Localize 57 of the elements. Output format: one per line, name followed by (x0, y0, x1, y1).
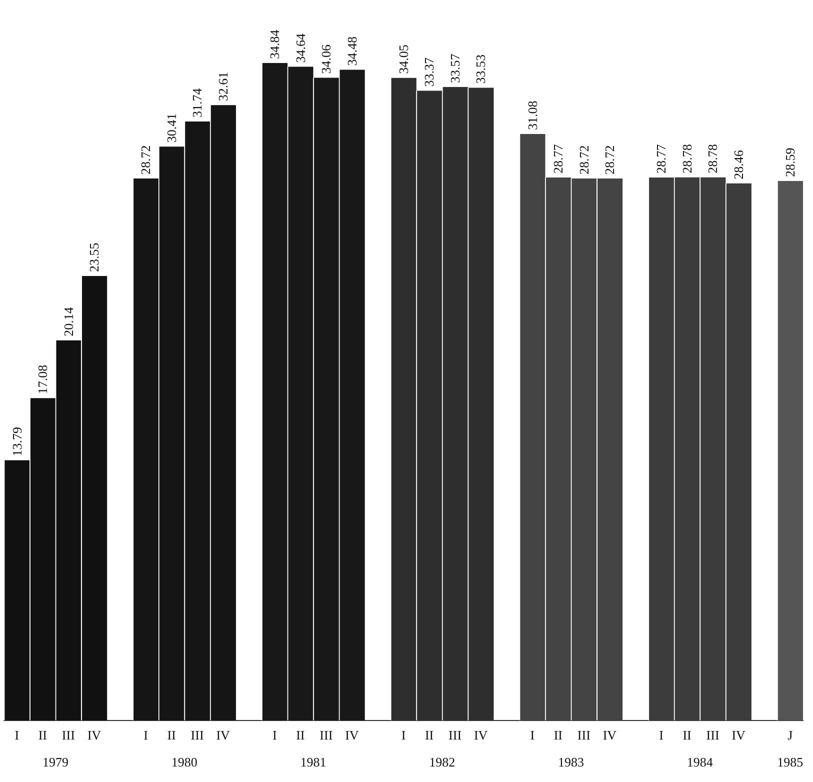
data-label: 34.05 (396, 44, 411, 74)
data-label: 28.78 (705, 144, 720, 174)
x-tick-label: I (272, 728, 277, 743)
text: 1984 (686, 754, 714, 770)
x-tick-label: I (401, 728, 406, 743)
data-label: 28.72 (138, 145, 154, 174)
data-label: 23.55 (86, 242, 102, 272)
x-tick-label: I (530, 728, 535, 743)
data-label: 32.61 (216, 72, 231, 102)
text: 1980 (171, 754, 198, 770)
data-label: 33.57 (447, 53, 462, 83)
x-tick-label: IV (345, 728, 360, 743)
data-label: 31.74 (190, 88, 205, 118)
x-tick-label: II (296, 728, 305, 743)
text: 1979 (42, 754, 69, 770)
x-tick-label: IV (87, 728, 102, 743)
x-tick-label: I (144, 728, 148, 743)
x-tick-label: III (190, 728, 204, 743)
x-tick-label: II (424, 728, 434, 743)
data-label: 28.77 (550, 144, 566, 174)
data-label: 28.77 (654, 144, 669, 174)
x-tick-label: III (577, 728, 590, 743)
x-tick-label: I (659, 728, 664, 743)
x-tick-label: II (682, 728, 692, 743)
data-label: 34.48 (344, 36, 360, 66)
x-tick-label: III (448, 728, 462, 743)
x-tick-label: II (167, 728, 176, 743)
data-label: 13.79 (9, 426, 24, 456)
data-label: 17.08 (35, 364, 50, 394)
x-tick-label: I (14, 728, 20, 743)
x-tick-label: IV (216, 728, 231, 743)
data-label: 34.84 (267, 29, 282, 60)
text: 1985 (777, 754, 804, 770)
data-label: 33.53 (473, 54, 488, 84)
data-label: 34.64 (292, 33, 308, 63)
x-tick-label: II (554, 728, 562, 743)
data-label: 30.41 (164, 113, 179, 143)
x-tick-label: IV (474, 728, 488, 743)
data-label: 28.72 (602, 145, 618, 174)
x-tick-label: IV (732, 728, 746, 743)
data-label: 20.14 (60, 306, 76, 336)
data-label: 28.78 (679, 144, 694, 174)
x-tick-label: IV (602, 728, 618, 743)
text: 1981 (300, 754, 326, 770)
data-label: 28.72 (576, 145, 592, 174)
data-label: 28.59 (782, 148, 798, 177)
x-tick-label: III (706, 728, 720, 743)
text: 1983 (558, 754, 584, 770)
data-label: 31.08 (524, 100, 540, 130)
data-label: 28.46 (730, 150, 746, 180)
x-tick-label: J (788, 728, 793, 743)
data-label: 34.06 (318, 44, 334, 74)
data-label: 33.37 (422, 57, 437, 87)
x-tick-label: II (38, 728, 47, 743)
text: 1982 (429, 754, 456, 770)
x-tick-label: III (62, 728, 75, 743)
x-tick-label: III (320, 728, 333, 743)
